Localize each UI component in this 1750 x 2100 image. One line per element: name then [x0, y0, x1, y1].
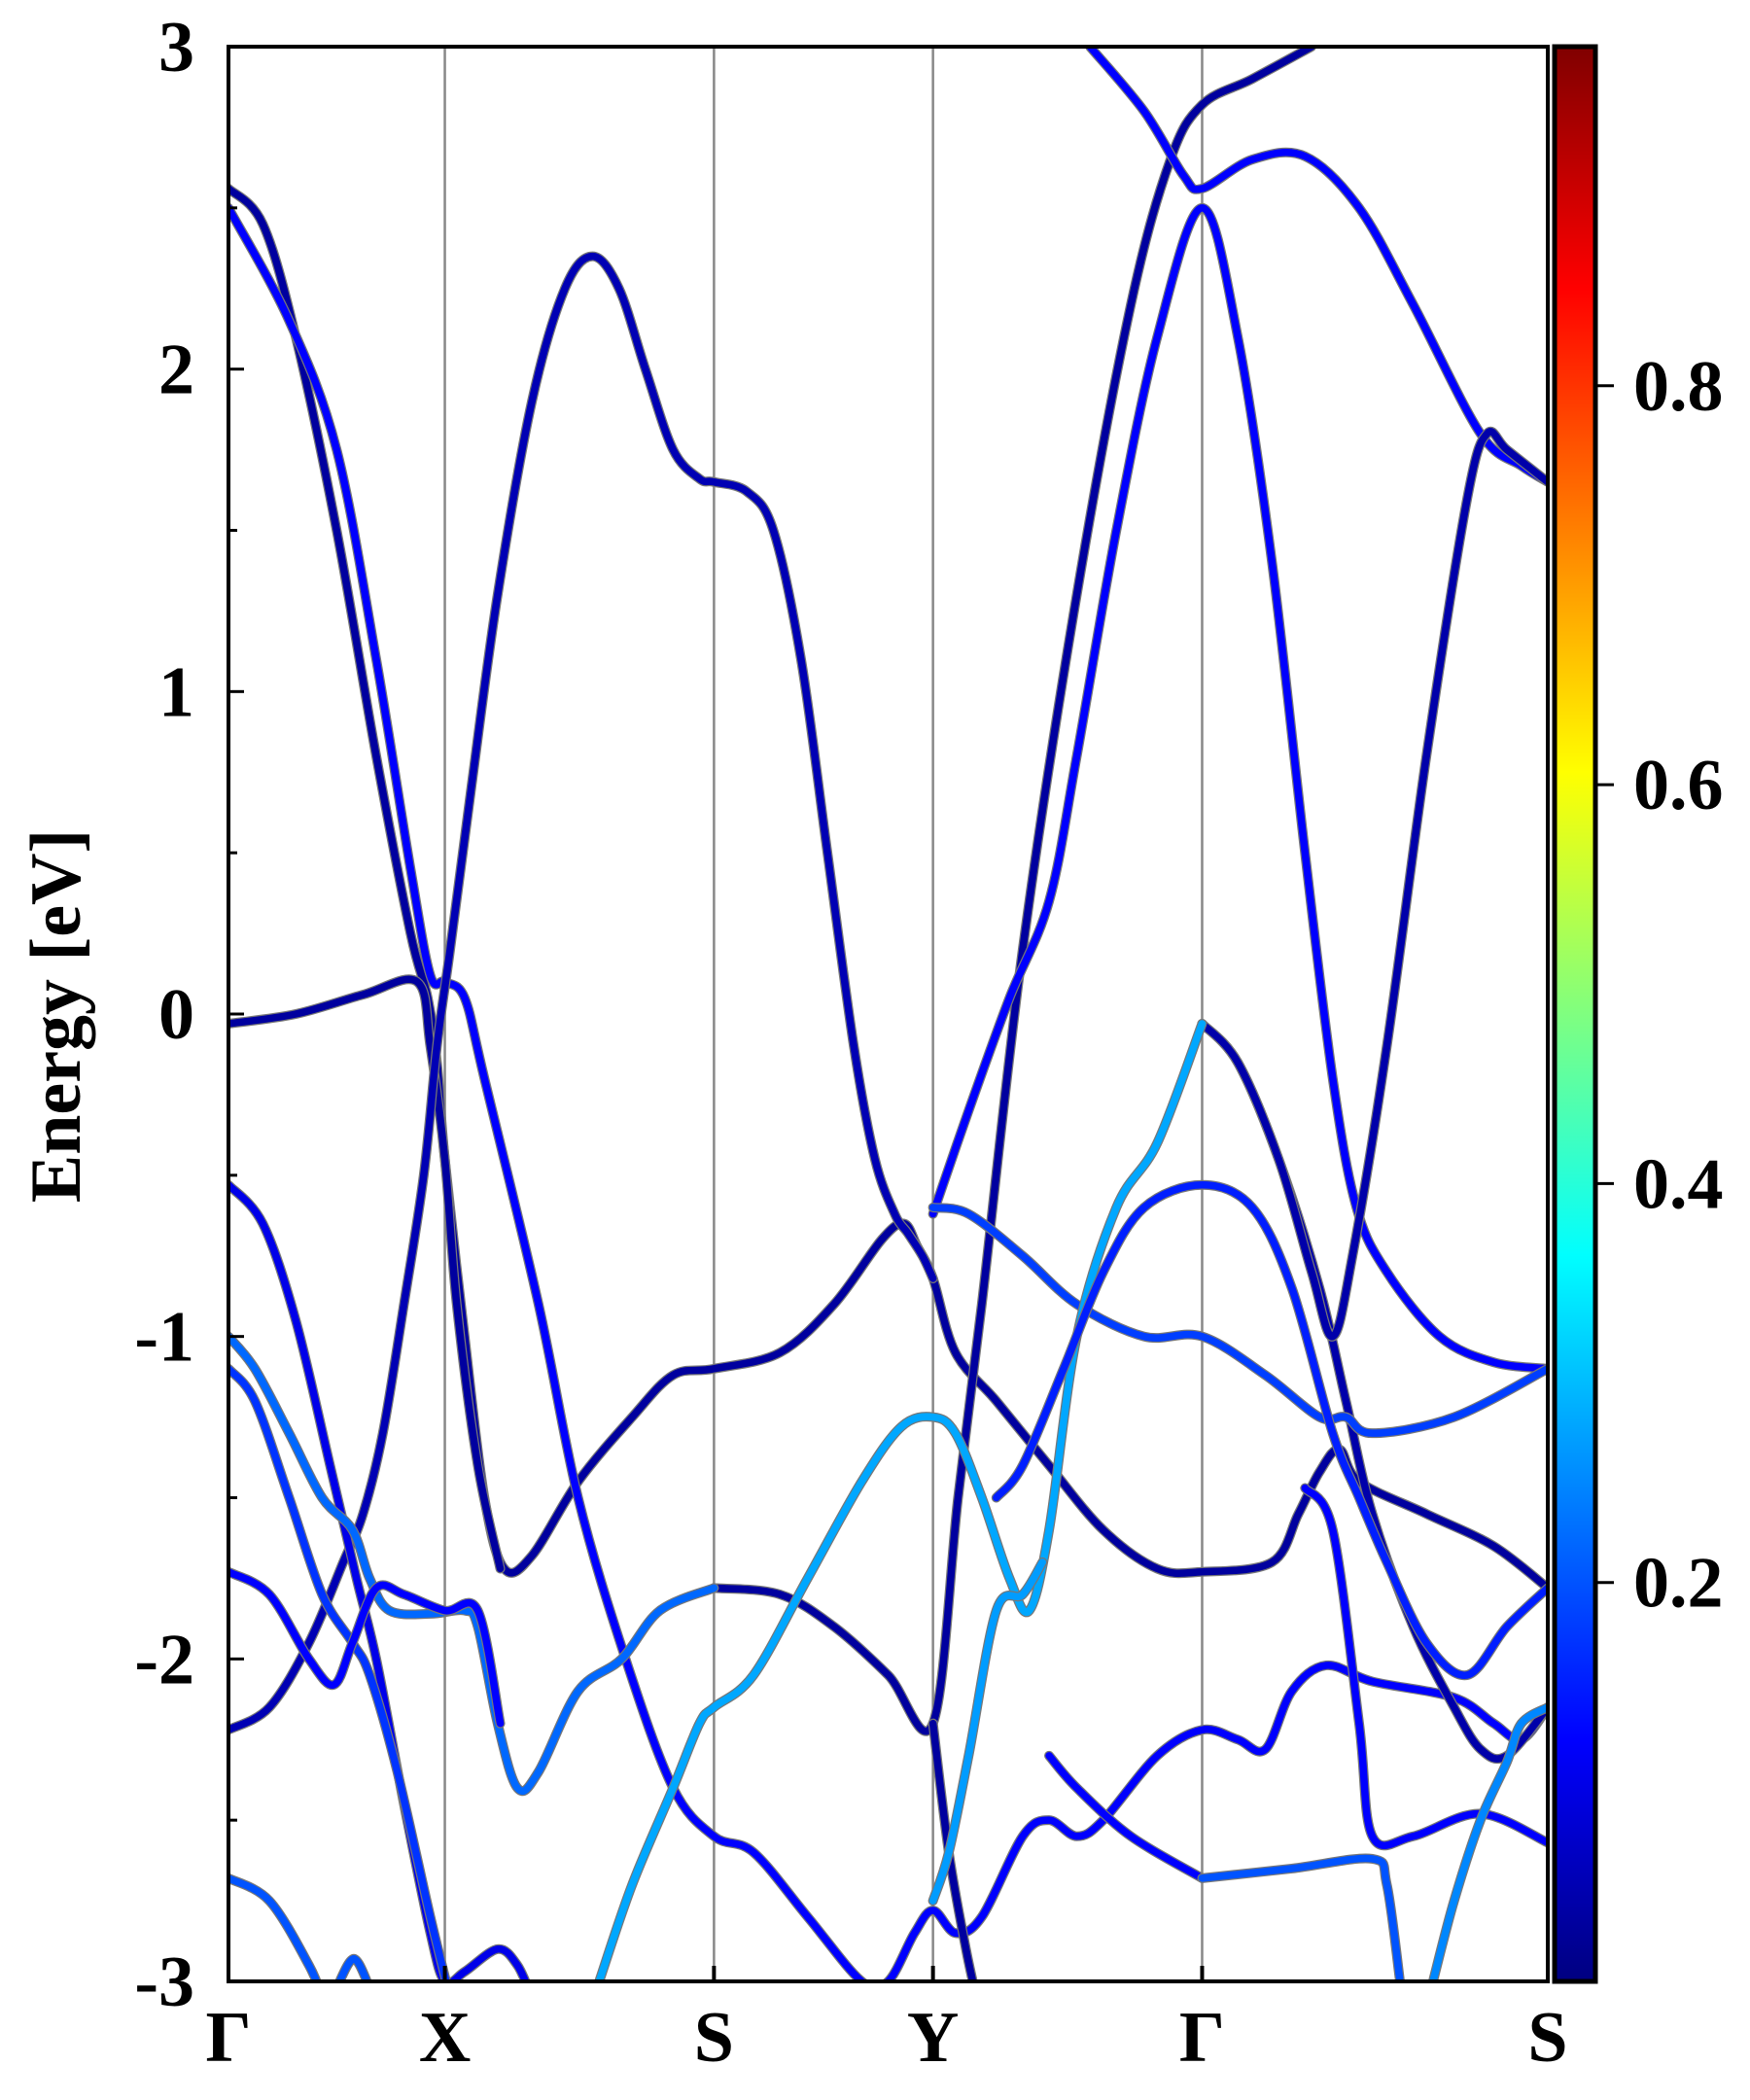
- band-7: [928, 204, 1548, 1373]
- bands: [228, 47, 1548, 1981]
- band-0: [228, 185, 1548, 1592]
- high-symmetry-gridlines: [443, 47, 1204, 1981]
- y-axis: -3 -2 -1 0 1 2 3: [134, 8, 244, 2022]
- x-tick-label-4: Γ: [1179, 1998, 1225, 2078]
- band-outline-8: [928, 1203, 1548, 1439]
- band-outline-17: [594, 1018, 1208, 1981]
- y-tick-label: -2: [134, 1620, 194, 1699]
- band-10: [1198, 428, 1548, 1341]
- band-9: [1086, 47, 1548, 486]
- x-tick-label-2: S: [694, 1998, 734, 2078]
- colorbar-gradient: [1552, 44, 1598, 1984]
- band-12: [228, 1332, 718, 1795]
- band-outline-9: [1085, 47, 1548, 487]
- band-outline-23: [1427, 1702, 1548, 1981]
- x-tick-label-5: S: [1527, 1998, 1567, 2078]
- band-20: [1045, 1752, 1207, 1882]
- colorbar-tick-label: 0.8: [1633, 347, 1724, 427]
- band-23: [1429, 1703, 1548, 1981]
- band-outline-0: [228, 183, 1548, 1593]
- band-outline-1: [228, 202, 1548, 1981]
- band-17: [595, 1020, 1207, 1981]
- colorbar: 0.2 0.4 0.6 0.8: [1552, 44, 1724, 1984]
- y-tick-label: 3: [158, 8, 194, 88]
- x-tick-label-3: Y: [907, 1998, 959, 2078]
- x-tick-label-1: X: [419, 1998, 471, 2078]
- y-axis-label: Energy [eV]: [17, 829, 96, 1203]
- y-tick-label: 0: [158, 975, 194, 1055]
- band-8: [928, 1204, 1548, 1437]
- band-18: [993, 1181, 1548, 1679]
- y-tick-label: -1: [134, 1298, 194, 1378]
- x-tick-label-0: Γ: [205, 1998, 251, 2078]
- band-19: [928, 1558, 1047, 1905]
- y-tick-label: 2: [158, 331, 194, 410]
- band-21: [1198, 1854, 1404, 1981]
- band-outline-10: [1197, 426, 1548, 1342]
- y-tick-label: -3: [134, 1942, 194, 2022]
- colorbar-tick-label: 0.6: [1633, 746, 1724, 825]
- colorbar-tick-label: 0.2: [1633, 1544, 1724, 1624]
- band-outline-20: [1044, 1750, 1208, 1883]
- y-tick-label: 1: [158, 652, 194, 732]
- colorbar-tick-label: 0.4: [1633, 1144, 1724, 1224]
- band-1: [228, 204, 1548, 1981]
- band-14: [228, 1568, 505, 1728]
- band-6: [928, 1719, 977, 1981]
- band-outline-18: [991, 1179, 1548, 1681]
- band-15: [228, 1874, 321, 1981]
- band-3: [228, 252, 937, 1734]
